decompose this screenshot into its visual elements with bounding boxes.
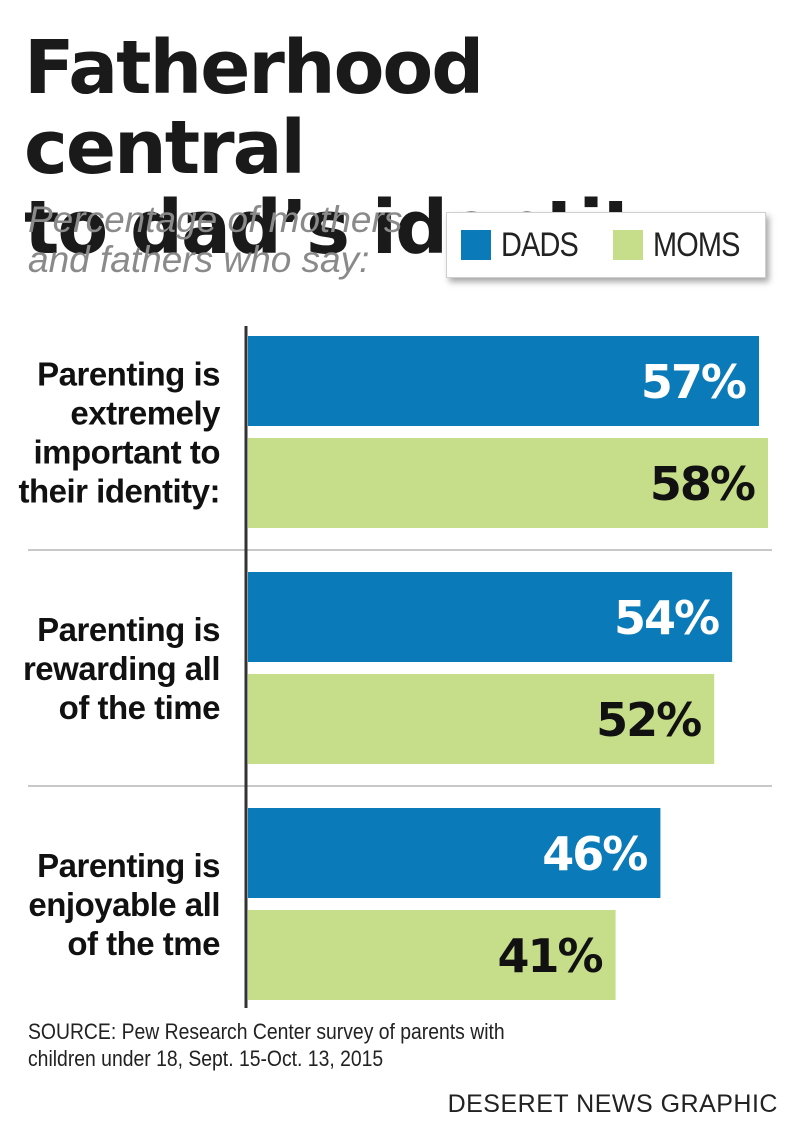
legend-item-moms: MOMS [613, 226, 755, 265]
title-line-1: Fatherhood central [24, 25, 484, 191]
legend-label-moms: MOMS [653, 225, 740, 264]
legend: DADS MOMS [446, 212, 766, 278]
data-label-moms-3: 41% [497, 929, 602, 983]
data-label-dads-3: 46% [542, 827, 647, 881]
category-label-1-line-1: Parenting is [37, 356, 220, 393]
category-label-3-line-2: enjoyable all [28, 886, 220, 923]
graphic-credit: DESERET NEWS GRAPHIC [447, 1090, 778, 1118]
category-label-3-line-3: of the tme [67, 925, 220, 962]
data-label-dads-1: 57% [641, 355, 746, 409]
data-label-moms-2: 52% [596, 693, 701, 747]
category-label-3-line-1: Parenting is [37, 847, 220, 884]
data-label-dads-2: 54% [614, 591, 719, 645]
category-label-1-line-4: their identity: [18, 473, 220, 510]
bar-moms-3 [248, 910, 616, 1000]
source-note: SOURCE: Pew Research Center survey of pa… [28, 1018, 521, 1072]
subtitle-line-1: Percentage of mothers [28, 199, 403, 240]
source-line-2: children under 18, Sept. 15-Oct. 13, 201… [28, 1046, 384, 1071]
legend-swatch-dads [461, 230, 491, 260]
legend-swatch-moms [613, 230, 644, 260]
subtitle-line-2: and fathers who say: [28, 239, 370, 280]
legend-label-dads: DADS [501, 225, 579, 264]
data-label-moms-1: 58% [650, 457, 755, 511]
category-label-2-line-1: Parenting is [37, 611, 220, 648]
bar-dads-3 [248, 808, 661, 898]
category-label-1-line-3: important to [34, 434, 220, 471]
category-label-2-line-2: rewarding all [23, 650, 220, 687]
legend-item-dads: DADS [461, 226, 591, 265]
chart-subtitle: Percentage of mothers and fathers who sa… [28, 200, 428, 280]
category-label-2-line-3: of the time [59, 689, 220, 726]
bar-dads-1 [248, 336, 760, 426]
bar-moms-1 [248, 438, 768, 528]
source-line-1: SOURCE: Pew Research Center survey of pa… [28, 1019, 505, 1044]
category-label-1-line-2: extremely [70, 395, 221, 432]
bar-dads-2 [248, 572, 733, 662]
bar-moms-2 [248, 674, 715, 764]
